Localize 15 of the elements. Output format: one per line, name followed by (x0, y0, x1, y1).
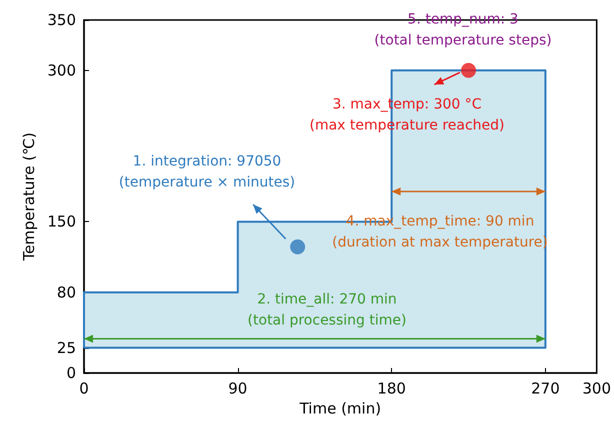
x-tick-label: 300 (582, 380, 612, 398)
x-tick-label: 90 (228, 380, 248, 398)
y-tick-label: 350 (47, 11, 76, 29)
y-tick-label: 0 (66, 364, 76, 382)
y-tick-label: 150 (47, 212, 76, 231)
y-tick-label: 25 (56, 338, 76, 357)
annotation: 2. time_all: 270 min (total processing time) (248, 292, 406, 328)
y-axis-title: Temperature (℃) (20, 132, 38, 262)
x-tick-label: 180 (377, 380, 406, 398)
x-axis-title: Time (min) (298, 399, 382, 418)
x-tick-label: 0 (79, 380, 89, 398)
annotation: 1. integration: 97050 (temperature × minutes) (118, 154, 296, 190)
y-tick-label: 300 (47, 61, 76, 80)
x-tick-label: 270 (531, 380, 560, 398)
y-tick-label: 80 (56, 283, 76, 302)
